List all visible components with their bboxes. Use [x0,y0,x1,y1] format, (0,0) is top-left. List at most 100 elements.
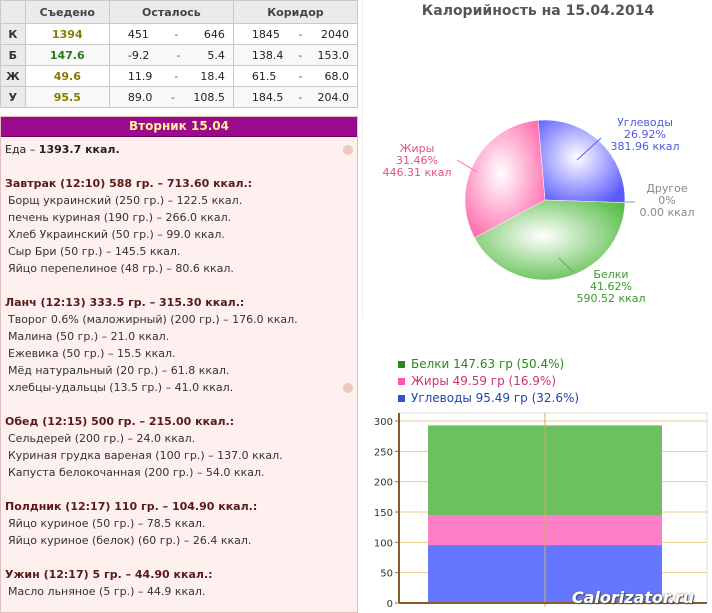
remaining-max: 5.4 [207,49,225,62]
calorie-pie-chart: Углеводы 26.92% 381.96 ккал Другое 0% 0.00 кк… [362,0,712,318]
remaining-max: 646 [204,28,225,41]
day-log-body: Еда – 1393.7 ккал. Завтрак (12:10) 588 г… [1,137,357,600]
pie-label-kcal: 381.96 ккал [610,140,679,153]
collapse-dot-icon[interactable] [343,383,353,393]
pie-chart-title: Калорийность на 15.04.2014 [363,3,712,19]
summary-corridor-range: 184.5-204.0 [233,87,357,108]
collapse-dot-icon[interactable] [343,145,353,155]
meal-item[interactable]: Масло льняное (5 гр.) – 44.9 ккал. [5,583,353,600]
summary-header-remaining: Осталось [109,1,233,24]
remaining-max: 108.5 [193,91,225,104]
meal-item[interactable]: Яйцо перепелиное (48 гр.) – 80.6 ккал. [5,260,353,277]
corridor-max: 68.0 [324,70,349,83]
remaining-max: 18.4 [200,70,225,83]
legend-carbs: Углеводы 95.49 гр (32.6%) [398,390,579,407]
summary-row: К 1394 451-646 1845-2040 [1,24,358,45]
day-total: Еда – 1393.7 ккал. [5,141,353,158]
meal-item[interactable]: Яйцо куриное (белок) (60 гр.) – 26.4 кка… [5,532,353,549]
summary-eaten-value: 95.5 [25,87,109,108]
meal-item[interactable]: Мёд натуральный (20 гр.) – 61.8 ккал. [5,362,353,379]
range-dash: - [174,70,178,83]
meal-block: Полдник (12:17) 110 гр. – 104.90 ккал.: Я… [5,498,353,549]
meal-title[interactable]: Обед (12:15) 500 гр. – 215.00 ккал.: [5,413,353,430]
nutrient-summary-table: Съедено Осталось Коридор К 1394 451 - 646 184… [0,0,358,108]
meal-item[interactable]: Сельдерей (200 гр.) – 24.0 ккал. [5,430,353,447]
summary-eaten-value: 49.6 [25,66,109,87]
range-dash: - [298,70,302,83]
summary-row: У 95.5 89.0-108.5 184.5-204.0 [1,87,358,108]
remaining-min: 451 [128,28,149,41]
corridor-min: 61.5 [252,70,277,83]
meal-title[interactable]: Завтрак (12:10) 588 гр. – 713.60 ккал.: [5,175,353,192]
y-tick-label: 200 [374,478,393,489]
meal-title[interactable]: Полдник (12:17) 110 гр. – 104.90 ккал.: [5,498,353,515]
summary-remaining-range: -9.2 - 5.4 [109,45,233,66]
pie-slice-0[interactable] [538,120,625,203]
pie-label-kcal: 446.31 ккал [382,166,451,179]
meal-item[interactable]: Малина (50 гр.) – 21.0 ккал. [5,328,353,345]
meal-title[interactable]: Ланч (12:13) 333.5 гр. – 315.30 ккал.: [5,294,353,311]
meal-item[interactable]: Ежевика (50 гр.) – 15.5 ккал. [5,345,353,362]
meal-block: Обед (12:15) 500 гр. – 215.00 ккал.: Сель… [5,413,353,481]
legend-text: Белки 147.63 гр (50.4%) [411,357,564,371]
summary-remaining-range: 451 - 646 [109,24,233,45]
meal-item[interactable]: Сыр Бри (50 гр.) – 145.5 ккал. [5,243,353,260]
corridor-max: 153.0 [317,49,349,62]
meal-block: Ужин (12:17) 5 гр. – 44.90 ккал.: Масло л… [5,566,353,600]
meal-item[interactable]: Капуста белокочанная (200 гр.) – 54.0 кк… [5,464,353,481]
summary-row: Ж 49.6 11.9 - 18.4 61.5 - 68.0 [1,66,358,87]
site-watermark: Calorizator.ru [572,588,694,607]
legend-swatch [398,378,405,385]
legend-swatch [398,395,405,402]
range-dash: - [176,49,180,62]
day-total-prefix: Еда – [5,143,39,156]
y-tick-label: 100 [374,538,393,549]
meal-item[interactable]: Творог 0.6% (маложирный) (200 гр.) – 176… [5,311,353,328]
corridor-min: 138.4 [252,49,284,62]
meal-block: Завтрак (12:10) 588 гр. – 713.60 ккал.: Б… [5,175,353,277]
summary-row-label: Ж [1,66,26,87]
meal-item[interactable]: Хлеб Украинский (50 гр.) – 99.0 ккал. [5,226,353,243]
y-tick-label: 50 [380,569,393,580]
meal-item[interactable]: хлебцы-удальцы (13.5 гр.) – 41.0 ккал. [5,379,353,396]
range-dash: - [171,91,175,104]
meal-block: Ланч (12:13) 333.5 гр. – 315.30 ккал.: Тв… [5,294,353,396]
remaining-min: 11.9 [128,70,153,83]
summary-eaten-value: 147.6 [25,45,109,66]
corridor-min: 184.5 [252,91,284,104]
summary-row-label: Б [1,45,26,66]
pie-label-kcal: 0.00 ккал [639,206,694,219]
meal-item[interactable]: Куриная грудка вареная (100 гр.) – 137.0… [5,447,353,464]
legend-proteins: Белки 147.63 гр (50.4%) [398,356,564,373]
summary-corridor-range: 61.5 - 68.0 [233,66,357,87]
day-title: Вторник 15.04 [1,117,357,137]
summary-remaining-range: 11.9 - 18.4 [109,66,233,87]
day-total-value: 1393.7 ккал. [39,143,120,156]
legend-fats: Жиры 49.59 гр (16.9%) [398,373,556,390]
meals-list: Завтрак (12:10) 588 гр. – 713.60 ккал.: Б… [5,175,353,600]
meal-item[interactable]: Яйцо куриное (50 гр.) – 78.5 ккал. [5,515,353,532]
summary-corridor-range: 138.4 - 153.0 [233,45,357,66]
y-tick-label: 250 [374,447,393,458]
corridor-max: 2040 [321,28,349,41]
summary-row-label: У [1,87,26,108]
range-dash: - [174,28,178,41]
meal-title[interactable]: Ужин (12:17) 5 гр. – 44.90 ккал.: [5,566,353,583]
pie-label-kcal: 590.52 ккал [576,292,645,305]
pie-chart-svg: Углеводы26.92%381.96 ккалДругое0%0.00 кк… [363,0,712,318]
y-tick-label: 150 [374,508,393,519]
meal-item[interactable]: печень куриная (190 гр.) – 266.0 ккал. [5,209,353,226]
day-food-log: Вторник 15.04 Еда – 1393.7 ккал. Завтрак… [0,116,358,613]
meal-item[interactable]: Борщ украинский (250 гр.) – 122.5 ккал. [5,192,353,209]
summary-header-corridor: Коридор [233,1,357,24]
corridor-min: 1845 [252,28,280,41]
y-tick-label: 0 [387,599,393,610]
range-dash: - [298,49,302,62]
summary-remaining-range: 89.0 - 108.5 [109,87,233,108]
summary-header-blank [1,1,26,24]
summary-header-eaten: Съедено [25,1,109,24]
summary-row-label: К [1,24,26,45]
range-dash: - [298,91,302,104]
legend-text: Углеводы 95.49 гр (32.6%) [411,391,579,405]
macro-bar-chart: 0 50 100 150 200 250 300 Белки 147.63 гр (50.4… [362,358,712,613]
